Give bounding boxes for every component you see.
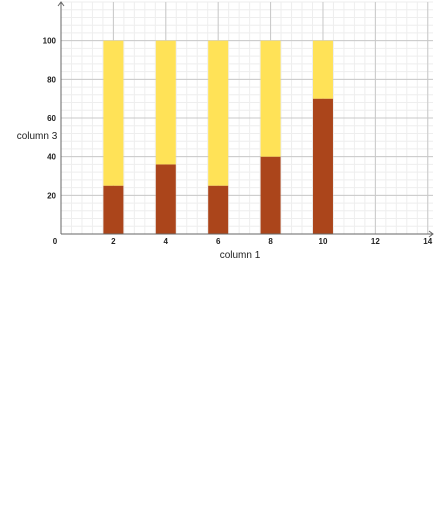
- bar-segment-upper: [155, 40, 176, 165]
- x-tick-label: 14: [423, 237, 432, 246]
- bars: [103, 40, 333, 235]
- bar-segment-upper: [103, 40, 124, 186]
- bar-segment-lower: [208, 185, 229, 234]
- x-axis-arrow: [428, 230, 434, 238]
- x-tick-label: 8: [268, 237, 273, 246]
- y-tick-label: 40: [47, 153, 56, 162]
- y-tick-label: 20: [47, 191, 56, 200]
- x-tick-label: 4: [164, 237, 169, 246]
- axes: [57, 1, 434, 238]
- x-tick-label: 2: [111, 237, 116, 246]
- bar-segment-lower: [155, 164, 176, 234]
- bar-segment-lower: [260, 156, 281, 234]
- bar-segment-upper: [208, 40, 229, 186]
- y-axis-title: column 3: [17, 131, 58, 142]
- tick-labels: 0 2 4 6 8 10 12 14 20 40 60 80 100: [43, 37, 433, 246]
- x-tick-label: 10: [319, 237, 328, 246]
- y-axis-arrow: [57, 1, 65, 7]
- x-tick-label: 0: [53, 237, 58, 246]
- bar-segment-upper: [260, 40, 281, 157]
- y-tick-label: 60: [47, 114, 56, 123]
- bar-segment-lower: [312, 98, 333, 235]
- x-axis-title: column 1: [220, 250, 261, 261]
- bar-segment-upper: [312, 40, 333, 99]
- x-tick-label: 12: [371, 237, 380, 246]
- y-tick-label: 80: [47, 75, 56, 84]
- y-tick-label: 100: [43, 37, 57, 46]
- bar-segment-lower: [103, 185, 124, 234]
- x-tick-label: 6: [216, 237, 221, 246]
